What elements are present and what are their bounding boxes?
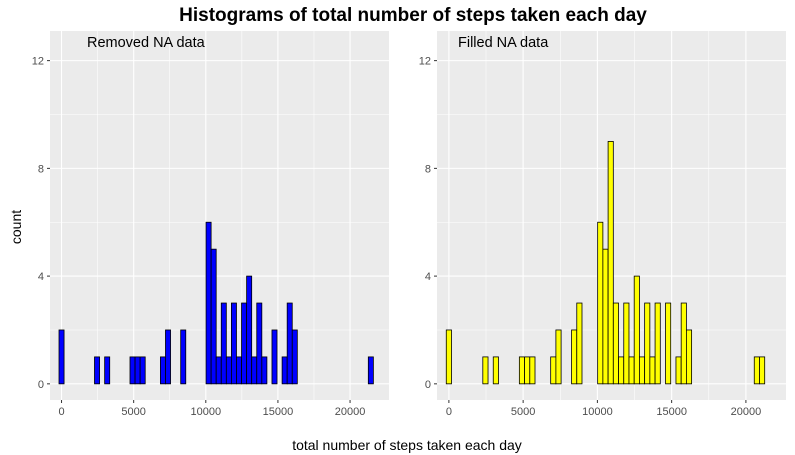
histogram-bar [628, 356, 635, 385]
minor-gridlines [50, 31, 389, 400]
y-tick-label: 8 [38, 163, 44, 175]
histogram-bar [644, 302, 651, 385]
histogram-bar [205, 221, 212, 385]
histogram-bars [445, 141, 766, 385]
x-tick-label: 15000 [656, 406, 687, 418]
histogram-bar [576, 302, 583, 385]
panel-annotation: Filled NA data [458, 35, 549, 51]
histogram-bar [271, 329, 278, 385]
histogram-bar [550, 356, 557, 385]
y-tick-label: 4 [425, 271, 431, 283]
histogram-bar [665, 302, 672, 385]
histogram-bar [649, 356, 656, 385]
panel-annotation: Removed NA data [87, 35, 206, 51]
histogram-bar [367, 356, 374, 385]
histogram-bar [220, 302, 227, 385]
histogram-bar [246, 275, 253, 385]
axis-ticks: 0 5000 10000 15000 20000 0 4 8 12 [419, 56, 761, 418]
panel-removed-na: 0 5000 10000 15000 20000 0 4 8 12 Removed NA dat… [32, 31, 389, 418]
x-tick-label: 20000 [335, 406, 366, 418]
panel-filled-na: 0 5000 10000 15000 20000 0 4 8 12 Filled NA data [419, 31, 786, 418]
panel-background [50, 31, 389, 400]
x-tick-label: 0 [446, 406, 452, 418]
x-tick-label: 5000 [511, 406, 535, 418]
histogram-bar [215, 356, 222, 385]
histogram-bar [94, 356, 100, 385]
y-tick-label: 4 [38, 271, 44, 283]
histogram-bar [281, 356, 288, 385]
histogram-bar [291, 329, 298, 385]
x-tick-label: 0 [58, 406, 64, 418]
histogram-bar [58, 329, 65, 385]
histogram-bar [492, 356, 499, 385]
x-tick-label: 10000 [582, 406, 613, 418]
histogram-bar [241, 302, 248, 385]
histogram-bar [165, 329, 171, 385]
histogram-bar [623, 302, 630, 385]
histogram-bar [445, 329, 452, 385]
histogram-bar [482, 356, 489, 385]
histogram-bar [104, 356, 111, 385]
y-tick-label: 12 [419, 56, 431, 68]
histogram-bar [633, 275, 640, 385]
y-tick-label: 0 [38, 379, 44, 391]
histogram-bar [675, 356, 682, 385]
histogram-bar [597, 221, 604, 385]
histogram-bar [571, 329, 578, 385]
y-axis-title: count [8, 210, 24, 244]
y-tick-label: 12 [32, 56, 44, 68]
histogram-bar [518, 356, 525, 385]
histogram-bar [256, 302, 263, 385]
histogram-bar [134, 356, 141, 385]
y-tick-label: 0 [425, 379, 431, 391]
histogram-bar [139, 356, 146, 385]
y-tick-label: 8 [425, 163, 431, 175]
histogram-bar [685, 329, 693, 385]
histogram-bar [680, 302, 687, 385]
histogram-bar [602, 248, 609, 385]
x-tick-label: 5000 [121, 406, 145, 418]
histogram-bar [753, 356, 760, 385]
x-tick-label: 20000 [731, 406, 762, 418]
x-tick-label: 10000 [190, 406, 221, 418]
histogram-bar [251, 356, 258, 385]
histogram-bar [225, 356, 232, 385]
axis-ticks: 0 5000 10000 15000 20000 0 4 8 12 [32, 56, 366, 418]
histogram-bar [210, 248, 217, 385]
histogram-bar [654, 302, 661, 385]
histogram-bar [160, 356, 166, 385]
histogram-bar [612, 302, 619, 385]
histogram-bar [286, 302, 293, 385]
histogram-bar [529, 356, 536, 385]
histogram-bar [231, 302, 237, 385]
x-axis-title: total number of steps taken each day [292, 437, 522, 453]
histogram-bar [607, 141, 614, 385]
histogram-bar [261, 356, 268, 385]
histogram-bars [58, 221, 374, 385]
histogram-bar [639, 356, 646, 385]
histogram-bar [524, 356, 531, 385]
histogram-bar [618, 356, 625, 385]
histogram-bar [129, 356, 136, 385]
histogram-bar [180, 329, 187, 385]
histogram-bar [236, 356, 242, 385]
histogram-bar [555, 329, 562, 385]
x-tick-label: 15000 [263, 406, 294, 418]
figure-title: Histograms of total number of steps take… [179, 5, 647, 26]
histogram-bar [759, 356, 766, 385]
